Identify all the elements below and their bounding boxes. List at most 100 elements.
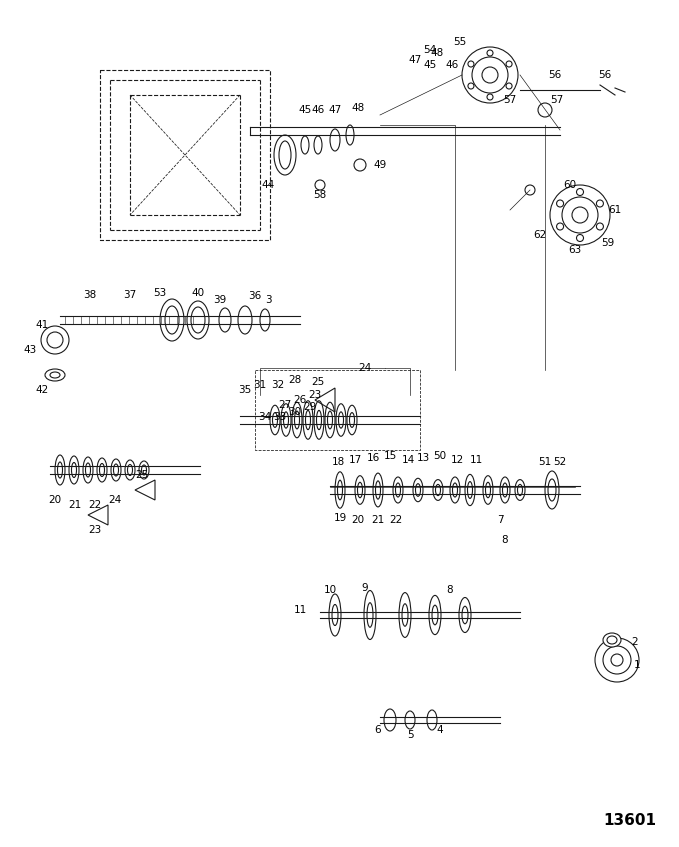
Text: 23: 23 <box>88 525 102 535</box>
Text: 19: 19 <box>333 513 346 523</box>
Text: 24: 24 <box>359 363 371 373</box>
Ellipse shape <box>413 479 423 501</box>
Circle shape <box>538 103 552 117</box>
Text: 11: 11 <box>293 605 307 615</box>
Ellipse shape <box>279 141 291 169</box>
Ellipse shape <box>327 411 333 429</box>
Ellipse shape <box>97 458 107 482</box>
Ellipse shape <box>468 482 473 498</box>
Ellipse shape <box>502 483 507 497</box>
Text: 13: 13 <box>416 453 430 463</box>
Ellipse shape <box>284 412 289 428</box>
Ellipse shape <box>339 412 344 428</box>
Text: 25: 25 <box>312 377 325 387</box>
Circle shape <box>603 646 631 674</box>
Ellipse shape <box>433 479 443 501</box>
Text: 42: 42 <box>35 385 49 395</box>
Ellipse shape <box>50 372 60 378</box>
Ellipse shape <box>337 480 342 500</box>
Text: 57: 57 <box>551 95 564 105</box>
Ellipse shape <box>429 595 441 634</box>
Circle shape <box>557 200 564 207</box>
Ellipse shape <box>399 593 411 638</box>
Ellipse shape <box>165 306 179 334</box>
Text: 6: 6 <box>375 725 382 735</box>
Ellipse shape <box>100 463 105 477</box>
Text: 50: 50 <box>433 451 447 461</box>
Text: 30: 30 <box>289 407 301 417</box>
Text: 46: 46 <box>445 60 458 70</box>
Circle shape <box>315 180 325 190</box>
Ellipse shape <box>515 479 525 501</box>
Ellipse shape <box>69 456 79 484</box>
Circle shape <box>506 61 512 67</box>
Ellipse shape <box>306 411 310 429</box>
Text: 22: 22 <box>389 515 403 525</box>
Circle shape <box>41 326 69 354</box>
Text: 47: 47 <box>329 105 342 115</box>
Ellipse shape <box>314 401 324 440</box>
Circle shape <box>557 223 564 230</box>
Text: 13601: 13601 <box>604 812 657 828</box>
Ellipse shape <box>219 308 231 332</box>
Text: 22: 22 <box>88 500 102 510</box>
Text: 61: 61 <box>608 205 622 215</box>
Text: 32: 32 <box>272 380 285 390</box>
Text: 55: 55 <box>454 37 466 47</box>
Text: 56: 56 <box>598 70 612 80</box>
Text: 23: 23 <box>308 390 322 400</box>
Text: 49: 49 <box>373 160 386 170</box>
Text: 44: 44 <box>261 180 274 190</box>
Circle shape <box>525 185 535 195</box>
Ellipse shape <box>373 473 383 507</box>
Ellipse shape <box>128 464 132 475</box>
Circle shape <box>472 57 508 93</box>
Text: 51: 51 <box>538 457 551 467</box>
Text: 33: 33 <box>274 412 287 422</box>
Ellipse shape <box>113 464 119 476</box>
Ellipse shape <box>603 633 621 647</box>
Ellipse shape <box>548 479 556 501</box>
Text: 34: 34 <box>259 412 272 422</box>
Text: 38: 38 <box>84 290 96 300</box>
Ellipse shape <box>346 125 354 145</box>
Text: 58: 58 <box>314 190 327 200</box>
Text: 28: 28 <box>289 375 301 385</box>
Text: 46: 46 <box>312 105 325 115</box>
Ellipse shape <box>384 709 396 731</box>
Text: 21: 21 <box>371 515 384 525</box>
Ellipse shape <box>364 590 376 639</box>
Ellipse shape <box>141 465 147 475</box>
Circle shape <box>506 83 512 89</box>
Ellipse shape <box>452 483 458 497</box>
Text: 15: 15 <box>384 451 397 461</box>
Text: 8: 8 <box>502 535 509 545</box>
Text: 54: 54 <box>424 45 437 55</box>
Ellipse shape <box>332 605 338 625</box>
Ellipse shape <box>462 606 468 623</box>
Text: 47: 47 <box>408 55 422 65</box>
Ellipse shape <box>295 411 299 429</box>
Text: 21: 21 <box>69 500 81 510</box>
Ellipse shape <box>336 404 346 436</box>
Ellipse shape <box>450 477 460 503</box>
Ellipse shape <box>465 474 475 506</box>
Text: 8: 8 <box>447 585 454 595</box>
Circle shape <box>468 61 474 67</box>
Ellipse shape <box>416 484 420 496</box>
Ellipse shape <box>316 411 321 429</box>
Text: 45: 45 <box>298 105 312 115</box>
Ellipse shape <box>111 459 121 481</box>
Circle shape <box>462 47 518 103</box>
Ellipse shape <box>86 463 90 477</box>
Ellipse shape <box>125 460 135 480</box>
Ellipse shape <box>160 299 184 341</box>
Text: 57: 57 <box>503 95 517 105</box>
Text: 20: 20 <box>48 495 62 505</box>
Ellipse shape <box>238 306 252 334</box>
Text: 53: 53 <box>153 288 166 298</box>
Ellipse shape <box>367 603 373 628</box>
Ellipse shape <box>55 455 65 485</box>
Ellipse shape <box>335 472 345 508</box>
Ellipse shape <box>375 481 380 499</box>
